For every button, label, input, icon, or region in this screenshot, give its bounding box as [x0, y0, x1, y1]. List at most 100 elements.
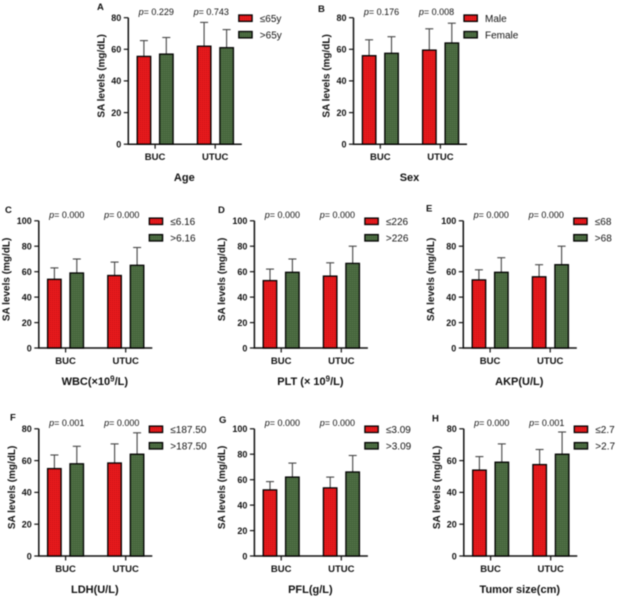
svg-text:p= 0.176: p= 0.176: [363, 7, 399, 17]
svg-text:p= 0.000: p= 0.000: [473, 210, 509, 220]
svg-text:AKP(U/L): AKP(U/L): [495, 376, 544, 388]
svg-text:80: 80: [447, 424, 457, 434]
svg-text:p= 0.000: p= 0.000: [319, 210, 355, 220]
svg-text:WBC(×109/L): WBC(×109/L): [62, 375, 129, 389]
svg-text:60: 60: [237, 267, 247, 277]
svg-text:BUC: BUC: [55, 356, 76, 367]
svg-text:UTUC: UTUC: [328, 564, 355, 575]
svg-text:60: 60: [336, 45, 346, 55]
svg-text:SA levels (mg/dL): SA levels (mg/dL): [322, 34, 333, 118]
svg-text:20: 20: [237, 318, 247, 328]
svg-text:40: 40: [111, 76, 121, 86]
svg-text:20: 20: [336, 108, 346, 118]
svg-text:Female: Female: [485, 30, 519, 41]
svg-text:LDH(U/L): LDH(U/L): [71, 584, 119, 596]
svg-text:20: 20: [111, 108, 121, 118]
svg-text:0: 0: [27, 551, 32, 561]
svg-text:A: A: [97, 2, 104, 13]
svg-text:p= 0.008: p= 0.008: [418, 7, 454, 17]
svg-text:G: G: [219, 415, 226, 426]
svg-text:UTUC: UTUC: [538, 564, 565, 575]
svg-text:0: 0: [242, 343, 247, 353]
svg-text:20: 20: [22, 520, 32, 530]
svg-text:20: 20: [22, 318, 32, 328]
svg-text:F: F: [10, 413, 16, 424]
svg-text:≤187.50: ≤187.50: [170, 425, 207, 436]
svg-text:PFL(g/L): PFL(g/L): [288, 584, 333, 596]
svg-text:Male: Male: [485, 14, 507, 25]
svg-text:0: 0: [116, 140, 121, 150]
svg-text:p= 0.229: p= 0.229: [138, 7, 174, 17]
svg-text:≤2.7: ≤2.7: [595, 425, 615, 436]
svg-text:80: 80: [237, 450, 247, 460]
svg-text:≤6.16: ≤6.16: [170, 217, 195, 228]
svg-text:40: 40: [237, 500, 247, 510]
svg-text:100: 100: [232, 424, 247, 434]
svg-text:BUC: BUC: [271, 356, 292, 367]
svg-text:60: 60: [446, 267, 456, 277]
svg-text:p= 0.000: p= 0.000: [48, 210, 84, 220]
svg-text:>2.7: >2.7: [595, 441, 615, 452]
svg-text:BUC: BUC: [145, 152, 166, 163]
svg-text:SA levels (mg/dL): SA levels (mg/dL): [7, 446, 18, 530]
svg-text:60: 60: [447, 456, 457, 466]
svg-text:H: H: [432, 414, 439, 425]
svg-text:100: 100: [441, 216, 456, 226]
svg-text:0: 0: [452, 551, 457, 561]
svg-text:B: B: [318, 4, 325, 15]
svg-text:0: 0: [242, 551, 247, 561]
svg-text:p= 0.000: p= 0.000: [473, 418, 509, 428]
svg-text:80: 80: [237, 242, 247, 252]
svg-text:40: 40: [446, 292, 456, 302]
svg-text:≤68: ≤68: [595, 217, 612, 228]
svg-text:>226: >226: [386, 233, 409, 244]
svg-text:Tumor size(cm): Tumor size(cm): [480, 584, 561, 596]
svg-text:p= 0.000: p= 0.000: [103, 418, 139, 428]
svg-text:80: 80: [336, 13, 346, 23]
svg-text:>187.50: >187.50: [170, 441, 207, 452]
svg-text:40: 40: [22, 488, 32, 498]
svg-text:80: 80: [22, 424, 32, 434]
svg-text:60: 60: [22, 267, 32, 277]
svg-text:UTUC: UTUC: [328, 356, 355, 367]
svg-text:p= 0.743: p= 0.743: [193, 7, 229, 17]
svg-text:p= 0.000: p= 0.000: [264, 210, 300, 220]
svg-text:SA levels (mg/dL): SA levels (mg/dL): [432, 446, 443, 530]
svg-text:p= 0.000: p= 0.000: [528, 210, 564, 220]
svg-text:80: 80: [446, 242, 456, 252]
svg-text:60: 60: [111, 45, 121, 55]
svg-text:≤3.09: ≤3.09: [386, 425, 411, 436]
svg-text:SA levels (mg/dL): SA levels (mg/dL): [426, 238, 437, 322]
svg-text:SA levels (mg/dL): SA levels (mg/dL): [217, 238, 228, 322]
svg-text:BUC: BUC: [480, 564, 501, 575]
svg-text:UTUC: UTUC: [113, 356, 140, 367]
svg-text:>3.09: >3.09: [386, 441, 412, 452]
svg-text:40: 40: [22, 292, 32, 302]
svg-text:0: 0: [27, 343, 32, 353]
svg-text:BUC: BUC: [370, 152, 391, 163]
svg-text:p= 0.001: p= 0.001: [48, 418, 84, 428]
svg-text:BUC: BUC: [271, 564, 292, 575]
svg-text:≤65y: ≤65y: [260, 14, 282, 25]
svg-text:BUC: BUC: [55, 564, 76, 575]
svg-text:SA levels (mg/dL): SA levels (mg/dL): [1, 238, 12, 322]
svg-text:Age: Age: [174, 172, 195, 184]
svg-text:C: C: [5, 205, 12, 216]
svg-text:E: E: [426, 204, 432, 215]
svg-text:40: 40: [336, 76, 346, 86]
svg-text:PLT (× 109/L): PLT (× 109/L): [277, 375, 344, 389]
svg-text:≤226: ≤226: [386, 217, 409, 228]
svg-text:80: 80: [22, 242, 32, 252]
svg-text:p= 0.000: p= 0.000: [103, 210, 139, 220]
svg-text:>65y: >65y: [260, 30, 282, 41]
svg-text:60: 60: [22, 456, 32, 466]
svg-text:UTUC: UTUC: [427, 152, 454, 163]
svg-text:>6.16: >6.16: [170, 233, 196, 244]
svg-text:100: 100: [232, 216, 247, 226]
svg-text:20: 20: [447, 520, 457, 530]
svg-text:BUC: BUC: [480, 356, 501, 367]
svg-text:SA levels (mg/dL): SA levels (mg/dL): [96, 34, 107, 118]
svg-text:D: D: [218, 205, 225, 216]
svg-text:60: 60: [237, 475, 247, 485]
svg-text:20: 20: [446, 318, 456, 328]
